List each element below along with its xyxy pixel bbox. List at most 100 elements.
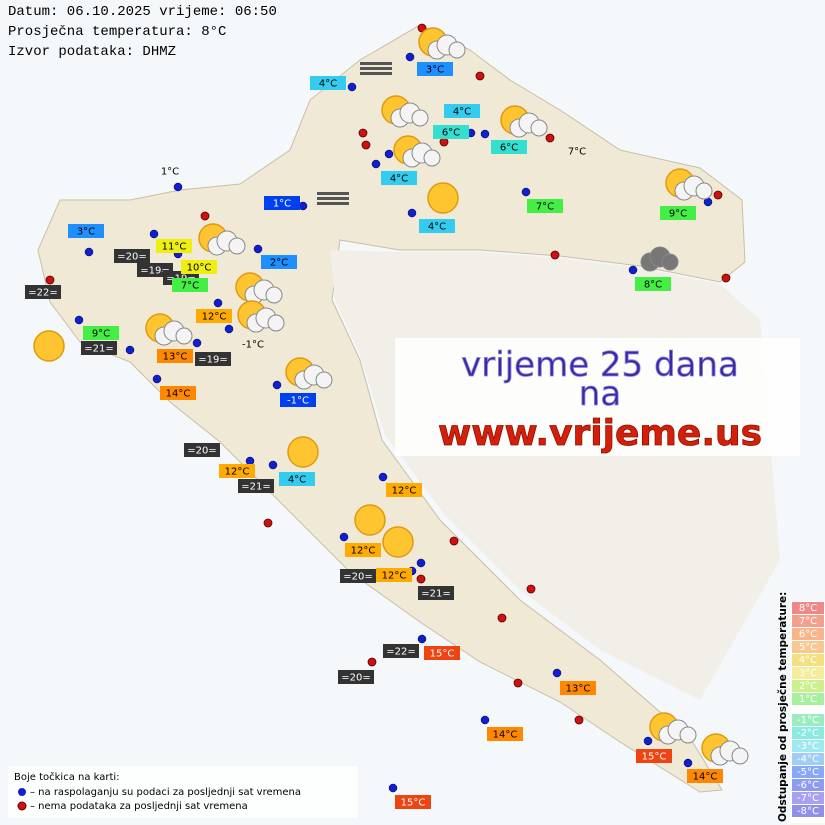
deviation-swatch bbox=[792, 753, 824, 765]
station-label-box bbox=[345, 543, 381, 557]
station-label-box bbox=[395, 795, 431, 809]
station-label-box bbox=[433, 125, 469, 139]
cloud-icon bbox=[427, 34, 466, 60]
deviation-label: -8°C bbox=[797, 806, 819, 817]
station-label: 7°C bbox=[568, 147, 586, 158]
station-dot bbox=[173, 182, 183, 192]
station-dot bbox=[683, 758, 693, 768]
deviation-label: -2°C bbox=[797, 728, 819, 739]
station-label: 1°C bbox=[161, 167, 179, 178]
station-dot bbox=[388, 783, 398, 793]
station-label-box bbox=[419, 219, 455, 233]
station-label: -1°C bbox=[242, 340, 264, 351]
promo-url[interactable]: www.vrijeme.us bbox=[438, 413, 763, 455]
station-label: =20= bbox=[341, 673, 370, 684]
deviation-label: -6°C bbox=[797, 780, 819, 791]
station-label-box bbox=[184, 443, 220, 457]
red-dot-key bbox=[17, 801, 27, 811]
data-source: Izvor podataka: DHMZ bbox=[8, 44, 176, 60]
cloud-puff bbox=[423, 149, 441, 167]
station-label: 12°C bbox=[382, 571, 407, 582]
avg-temp: Prosječna temperatura: 8°C bbox=[8, 24, 226, 40]
station-dot-nodata bbox=[721, 273, 731, 283]
station-label-box bbox=[279, 472, 315, 486]
cloud-puff bbox=[530, 119, 548, 137]
station-label-box bbox=[635, 277, 671, 291]
station-label: 14°C bbox=[493, 730, 518, 741]
station-dot bbox=[384, 149, 394, 159]
promo-line2[interactable]: na bbox=[578, 374, 621, 415]
station-label: 9°C bbox=[92, 329, 110, 340]
deviation-label: 5°C bbox=[799, 642, 817, 653]
station-label: -1°C bbox=[287, 396, 309, 407]
deviation-swatch bbox=[792, 680, 824, 692]
sun-icon bbox=[33, 330, 65, 362]
station-label-box bbox=[487, 727, 523, 741]
station-dot bbox=[149, 229, 159, 239]
cloud-icon bbox=[246, 307, 285, 333]
station-dot bbox=[480, 129, 490, 139]
station-dot bbox=[213, 298, 223, 308]
station-dot bbox=[339, 532, 349, 542]
promo-panel bbox=[395, 338, 800, 456]
station-dot-nodata bbox=[263, 518, 273, 528]
croatia-land bbox=[37, 24, 746, 793]
deviation-label: 1°C bbox=[799, 694, 817, 705]
deviation-swatch bbox=[792, 714, 824, 726]
deviation-title: Odstupanje od prosječne temperature: bbox=[777, 592, 789, 822]
station-label-box bbox=[386, 483, 422, 497]
cloud-icon bbox=[674, 175, 713, 201]
station-label: 12°C bbox=[351, 546, 376, 557]
deviation-swatch bbox=[792, 654, 824, 666]
station-dot bbox=[552, 668, 562, 678]
cloud-icon bbox=[640, 246, 679, 272]
station-label: =20= bbox=[187, 446, 216, 457]
station-dot bbox=[253, 244, 263, 254]
station-label-box bbox=[310, 76, 346, 90]
dot-legend-unavailable: – nema podataka za posljednji sat vremen… bbox=[30, 801, 248, 812]
station-dot bbox=[192, 338, 202, 348]
station-label: 1°C bbox=[273, 199, 291, 210]
cloud-icon bbox=[710, 740, 749, 766]
cloud-puff bbox=[679, 726, 697, 744]
cloud-puff bbox=[731, 747, 749, 765]
deviation-swatch bbox=[792, 667, 824, 679]
station-dot bbox=[405, 52, 415, 62]
station-label-box bbox=[560, 681, 596, 695]
deviation-swatch bbox=[792, 615, 824, 627]
station-label: 11°C bbox=[162, 242, 187, 253]
deviation-swatch bbox=[792, 740, 824, 752]
cloud-puff bbox=[315, 371, 333, 389]
fog-icon bbox=[360, 72, 392, 75]
station-dot bbox=[74, 315, 84, 325]
cloud-icon bbox=[154, 320, 193, 346]
deviation-swatch bbox=[792, 805, 824, 817]
station-dot bbox=[84, 247, 94, 257]
fog-icon bbox=[317, 202, 349, 205]
station-dot bbox=[224, 324, 234, 334]
station-label: 12°C bbox=[392, 486, 417, 497]
deviation-swatch bbox=[792, 641, 824, 653]
station-dot-nodata bbox=[449, 536, 459, 546]
station-label: 15°C bbox=[401, 798, 426, 809]
station-dot-nodata bbox=[361, 140, 371, 150]
station-label-box bbox=[383, 644, 419, 658]
station-label-box bbox=[172, 278, 208, 292]
station-dot-nodata bbox=[417, 23, 427, 33]
station-label-box bbox=[636, 749, 672, 763]
station-label-box bbox=[527, 199, 563, 213]
promo-line1[interactable]: vrijeme 25 dana bbox=[461, 345, 739, 386]
station-label-box bbox=[424, 646, 460, 660]
station-label-box bbox=[340, 569, 376, 583]
deviation-label: -3°C bbox=[797, 741, 819, 752]
date-line: Datum: 06.10.2025 vrijeme: 06:50 bbox=[8, 4, 277, 20]
station-label-box bbox=[114, 249, 150, 263]
cloud-icon bbox=[294, 364, 333, 390]
station-dot bbox=[407, 208, 417, 218]
station-dot bbox=[298, 201, 308, 211]
station-dot bbox=[480, 715, 490, 725]
station-label: 4°C bbox=[453, 107, 471, 118]
station-label: 12°C bbox=[225, 467, 250, 478]
station-label: 7°C bbox=[181, 281, 199, 292]
